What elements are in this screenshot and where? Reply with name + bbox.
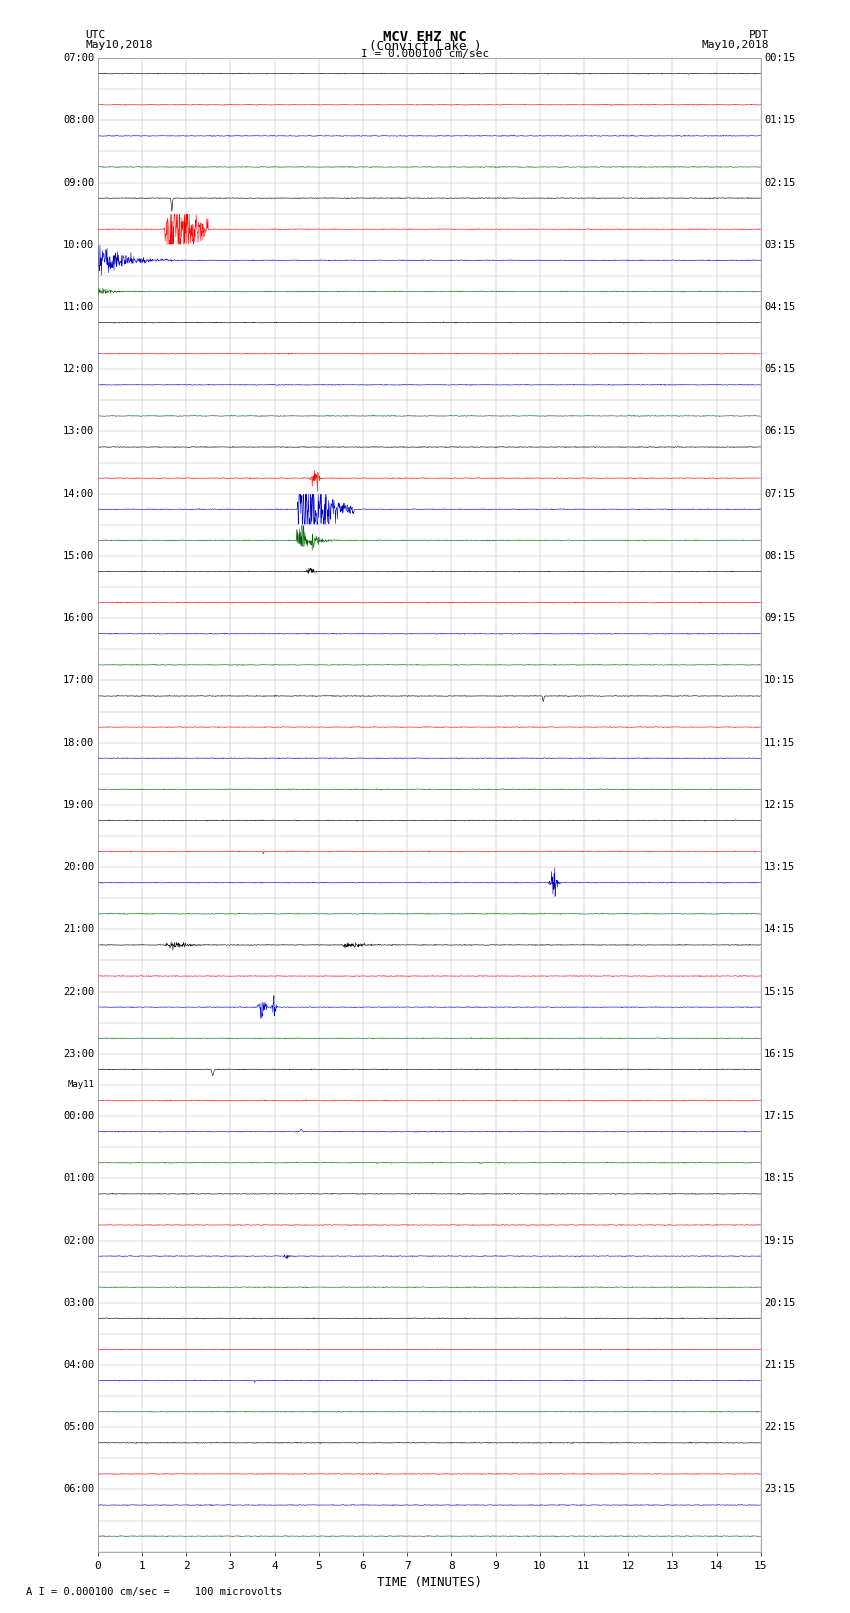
Text: 19:00: 19:00	[63, 800, 94, 810]
Text: 11:00: 11:00	[63, 302, 94, 311]
Text: 03:15: 03:15	[764, 240, 796, 250]
Text: 18:00: 18:00	[63, 737, 94, 748]
Text: 01:00: 01:00	[63, 1173, 94, 1184]
Text: 17:00: 17:00	[63, 676, 94, 686]
Text: 23:00: 23:00	[63, 1048, 94, 1058]
Text: 14:15: 14:15	[764, 924, 796, 934]
Text: (Convict Lake ): (Convict Lake )	[369, 39, 481, 53]
Text: 15:15: 15:15	[764, 987, 796, 997]
Text: PDT: PDT	[749, 31, 769, 40]
Text: MCV EHZ NC: MCV EHZ NC	[383, 31, 467, 44]
Text: 04:15: 04:15	[764, 302, 796, 311]
Text: 12:00: 12:00	[63, 365, 94, 374]
Text: 02:15: 02:15	[764, 177, 796, 187]
Text: 11:15: 11:15	[764, 737, 796, 748]
Text: 02:00: 02:00	[63, 1236, 94, 1245]
Text: 18:15: 18:15	[764, 1173, 796, 1184]
Text: 08:00: 08:00	[63, 115, 94, 126]
Text: 09:00: 09:00	[63, 177, 94, 187]
Text: 01:15: 01:15	[764, 115, 796, 126]
Text: May10,2018: May10,2018	[85, 39, 152, 50]
Text: 00:15: 00:15	[764, 53, 796, 63]
Text: 16:00: 16:00	[63, 613, 94, 623]
Text: 21:15: 21:15	[764, 1360, 796, 1369]
Text: 23:15: 23:15	[764, 1484, 796, 1495]
Text: 03:00: 03:00	[63, 1298, 94, 1308]
Text: 07:00: 07:00	[63, 53, 94, 63]
X-axis label: TIME (MINUTES): TIME (MINUTES)	[377, 1576, 482, 1589]
Text: 20:15: 20:15	[764, 1298, 796, 1308]
Text: 17:15: 17:15	[764, 1111, 796, 1121]
Text: UTC: UTC	[85, 31, 105, 40]
Text: 12:15: 12:15	[764, 800, 796, 810]
Text: 22:15: 22:15	[764, 1423, 796, 1432]
Text: 09:15: 09:15	[764, 613, 796, 623]
Text: 06:15: 06:15	[764, 426, 796, 437]
Text: 10:15: 10:15	[764, 676, 796, 686]
Text: 04:00: 04:00	[63, 1360, 94, 1369]
Text: 16:15: 16:15	[764, 1048, 796, 1058]
Text: 20:00: 20:00	[63, 861, 94, 873]
Text: 15:00: 15:00	[63, 552, 94, 561]
Text: I = 0.000100 cm/sec: I = 0.000100 cm/sec	[361, 48, 489, 58]
Text: 08:15: 08:15	[764, 552, 796, 561]
Text: May10,2018: May10,2018	[702, 39, 769, 50]
Text: 13:00: 13:00	[63, 426, 94, 437]
Text: 22:00: 22:00	[63, 987, 94, 997]
Text: 13:15: 13:15	[764, 861, 796, 873]
Text: 19:15: 19:15	[764, 1236, 796, 1245]
Text: 05:00: 05:00	[63, 1423, 94, 1432]
Text: 10:00: 10:00	[63, 240, 94, 250]
Text: 14:00: 14:00	[63, 489, 94, 498]
Text: 05:15: 05:15	[764, 365, 796, 374]
Text: A I = 0.000100 cm/sec =    100 microvolts: A I = 0.000100 cm/sec = 100 microvolts	[26, 1587, 281, 1597]
Text: 07:15: 07:15	[764, 489, 796, 498]
Text: May11: May11	[67, 1081, 94, 1089]
Text: 06:00: 06:00	[63, 1484, 94, 1495]
Text: 21:00: 21:00	[63, 924, 94, 934]
Text: 00:00: 00:00	[63, 1111, 94, 1121]
